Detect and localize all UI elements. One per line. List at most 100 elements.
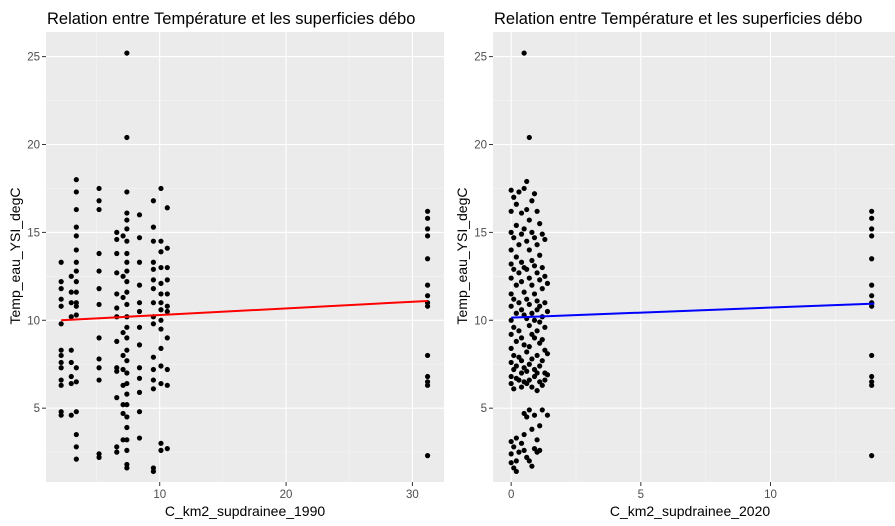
left-data-point	[150, 468, 156, 475]
left-data-point	[124, 402, 130, 408]
right-data-point	[508, 438, 514, 445]
left-data-point	[164, 382, 170, 388]
right-data-point	[521, 226, 527, 232]
left-data-point	[124, 210, 130, 216]
left-data-point	[150, 321, 156, 327]
right-data-point	[508, 345, 514, 352]
right-data-point	[531, 412, 538, 418]
left-data-point	[158, 317, 164, 323]
left-data-point	[164, 291, 170, 297]
left-data-point	[158, 447, 164, 453]
left-data-point	[124, 424, 130, 431]
left-data-point	[68, 347, 74, 353]
left-data-point	[96, 454, 102, 460]
right-y-tick-label: 5	[481, 403, 487, 415]
left-data-point	[150, 386, 156, 392]
right-data-point	[539, 231, 545, 237]
right-data-point	[508, 291, 514, 297]
left-y-tick-label: 15	[27, 227, 40, 239]
left-data-point	[96, 301, 102, 308]
right-data-point	[526, 322, 532, 329]
left-data-point	[124, 370, 130, 376]
right-data-point	[539, 407, 545, 413]
right-data-point	[529, 426, 535, 432]
right-data-point	[511, 266, 517, 272]
left-data-point	[150, 277, 156, 283]
right-data-point	[513, 363, 519, 369]
left-data-point	[73, 289, 79, 295]
right-y-tick-label: 15	[474, 227, 487, 239]
left-x-tick-label: 30	[406, 489, 419, 501]
left-data-point	[58, 352, 64, 359]
right-data-point	[511, 235, 517, 241]
left-data-point	[158, 291, 164, 297]
left-data-point	[68, 412, 74, 418]
left-data-point	[114, 449, 120, 455]
left-data-point	[114, 368, 120, 374]
right-data-point	[529, 257, 535, 264]
right-data-point	[524, 238, 530, 244]
left-data-point	[73, 247, 79, 253]
right-data-point	[524, 296, 530, 302]
right-data-point	[869, 208, 875, 214]
left-data-point	[164, 446, 170, 452]
left-data-point	[164, 308, 170, 315]
right-data-point	[521, 185, 527, 192]
left-data-point	[164, 205, 170, 211]
left-data-point	[124, 250, 130, 257]
left-data-point	[150, 266, 156, 272]
right-data-point	[524, 368, 530, 374]
left-data-point	[73, 177, 79, 183]
left-data-point	[114, 338, 120, 344]
left-data-point	[136, 282, 143, 288]
left-x-tick-label: 20	[280, 489, 293, 501]
right-data-point	[508, 229, 514, 235]
right-data-point	[508, 187, 514, 193]
right-x-ticks: 0 5 10	[508, 482, 777, 501]
left-data-point	[96, 206, 102, 213]
left-data-point	[158, 326, 164, 332]
right-y-tick-label: 10	[474, 315, 487, 327]
right-data-point	[537, 423, 543, 429]
right-data-point	[511, 352, 517, 359]
left-y-tick-label: 5	[34, 403, 40, 415]
left-y-tick-label: 10	[27, 315, 40, 327]
right-points	[508, 50, 875, 475]
left-data-point	[58, 412, 64, 418]
left-data-point	[96, 365, 102, 371]
left-data-point	[136, 389, 143, 395]
right-chart: Relation entre Température et les superf…	[454, 10, 895, 519]
right-data-point	[542, 324, 548, 330]
left-data-point	[68, 273, 74, 279]
left-data-point	[164, 245, 170, 251]
left-data-point	[58, 382, 64, 388]
left-data-point	[114, 305, 120, 311]
left-data-point	[73, 189, 79, 195]
right-data-point	[526, 301, 532, 308]
right-data-point	[518, 210, 525, 216]
right-data-point	[508, 275, 514, 281]
left-data-point	[114, 291, 120, 297]
right-data-point	[869, 352, 875, 359]
left-data-point	[124, 465, 130, 471]
left-data-point	[96, 250, 102, 257]
left-data-point	[150, 366, 156, 373]
right-data-point	[526, 344, 532, 350]
left-data-point	[158, 264, 164, 271]
left-data-point	[158, 440, 164, 446]
right-data-point	[513, 254, 519, 260]
left-data-point	[114, 270, 120, 276]
right-data-point	[508, 303, 514, 309]
right-data-point	[529, 463, 535, 469]
right-data-point	[529, 198, 535, 204]
left-data-point	[164, 335, 170, 341]
right-data-point	[537, 319, 543, 325]
right-data-point	[524, 206, 530, 213]
right-data-point	[537, 447, 543, 453]
left-data-point	[68, 359, 74, 366]
left-data-point	[136, 342, 143, 348]
right-data-point	[511, 296, 517, 302]
left-data-point	[68, 373, 74, 380]
left-data-point	[73, 303, 79, 309]
